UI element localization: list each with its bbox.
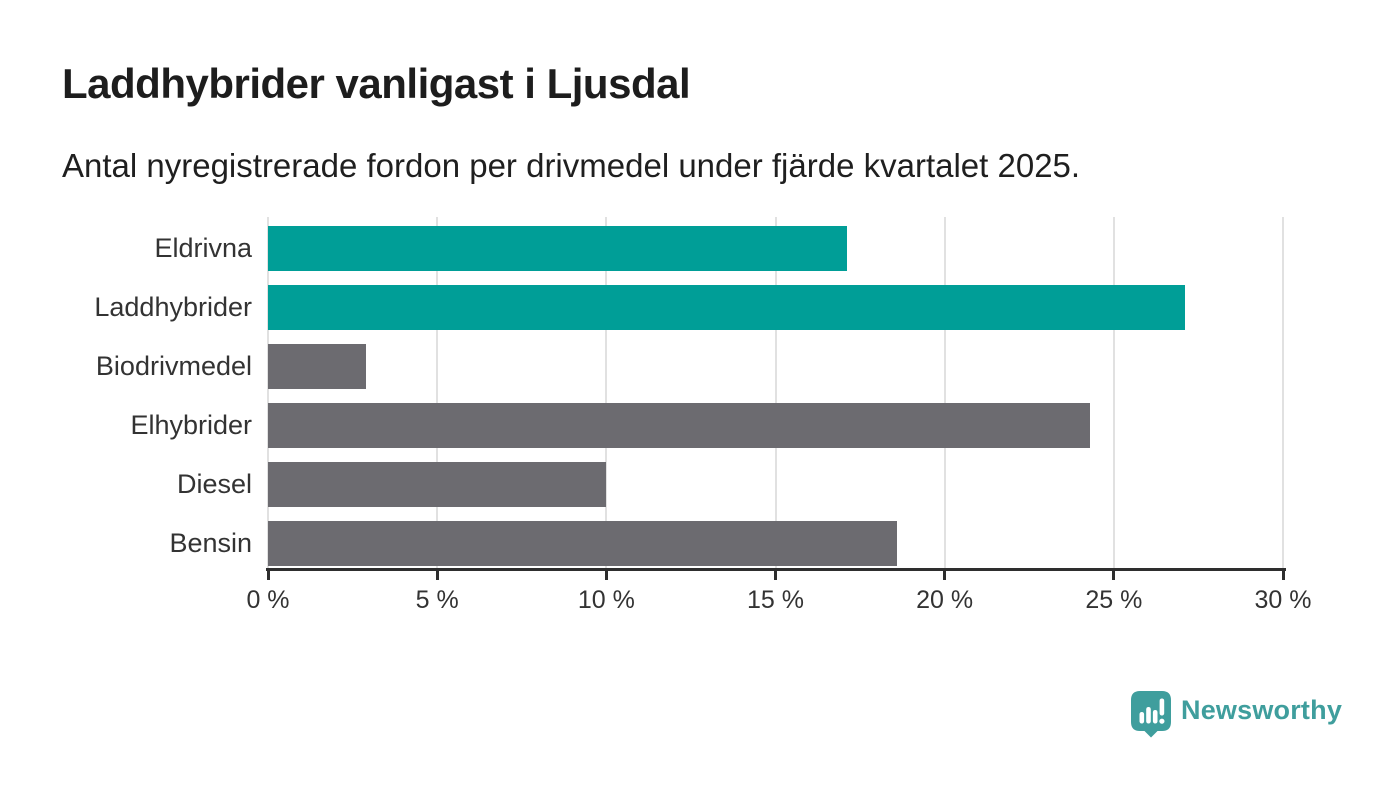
chart-subtitle: Antal nyregistrerade fordon per drivmede… [62,147,1081,184]
x-axis-tick-label: 15 % [747,586,804,614]
category-label: Biodrivmedel [95,351,252,381]
x-axis-tick-label: 5 % [415,586,459,614]
category-label: Elhybrider [130,410,252,440]
logo-mini-bars [1139,698,1165,724]
x-axis-tick [1112,568,1116,580]
x-axis-tick-label: 30 % [1254,586,1312,614]
gridline [1282,217,1284,568]
bar [268,226,847,271]
newsworthy-logo-icon [1131,691,1171,738]
gridline [605,217,608,568]
x-axis-tick [943,568,947,580]
logo-bubble-shape [1131,691,1171,738]
bar [268,462,607,507]
newsworthy-logo-text: Newsworthy [1181,695,1343,725]
chart-title: Laddhybrider vanligast i Ljusdal [62,60,691,107]
newsworthy-logo: Newsworthy [1130,690,1342,738]
category-label: Eldrivna [154,233,252,263]
x-axis-tick-label: 0 % [246,586,290,614]
category-label: Laddhybrider [94,292,252,322]
x-axis-tick [774,568,777,580]
bar [268,403,1091,448]
gridline [267,217,269,568]
bar [268,521,898,566]
bar [268,285,1185,330]
gridline [943,217,946,568]
gridline [436,217,439,568]
bar [268,344,367,389]
x-axis-tick [1281,568,1285,580]
gridline [1112,217,1115,568]
x-axis-tick-label: 25 % [1085,586,1143,614]
category-label: Bensin [169,528,252,558]
x-axis-tick [266,568,270,580]
x-axis-tick [435,568,439,580]
x-axis-tick-label: 10 % [577,586,635,614]
gridline [774,217,777,568]
category-label: Diesel [176,469,252,499]
x-axis-tick [604,568,608,580]
x-axis-tick-label: 20 % [916,586,974,614]
